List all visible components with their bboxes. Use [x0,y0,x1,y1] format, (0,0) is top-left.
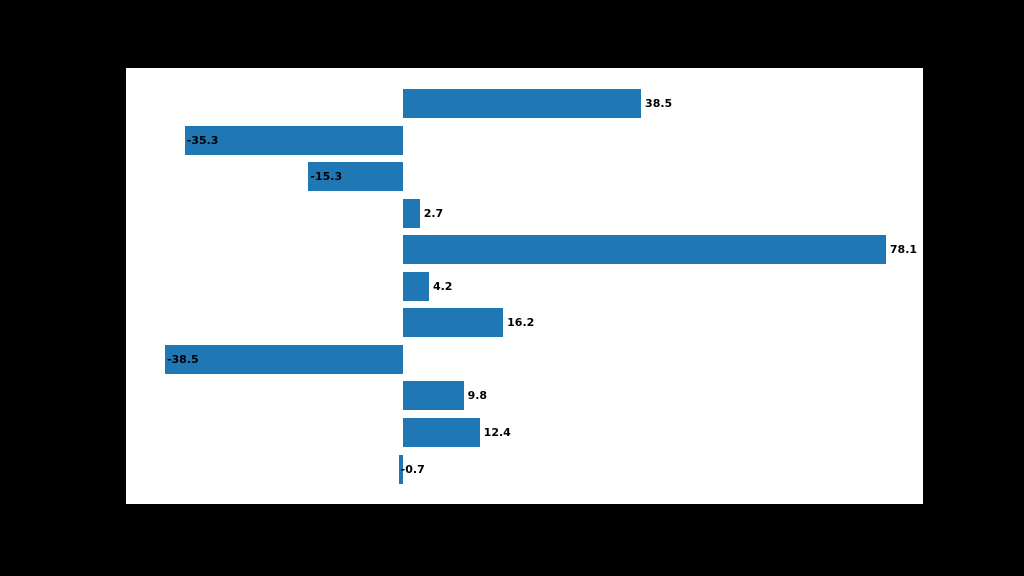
bar [398,454,403,484]
bar [403,198,420,228]
bar-value-label: 4.2 [432,279,453,293]
bar [403,235,886,265]
bar [403,89,642,118]
bar [403,308,504,338]
bar [403,417,480,447]
plot-area: 38.5 -35.3 -15.3 2.7 78.1 4.2 16.2 -38.5 9.8 12.4… [126,68,923,504]
bar-value-label: 9.8 [467,389,488,403]
bar-value-label: -35.3 [186,133,219,147]
bar-value-label: 12.4 [483,425,511,439]
bar-value-label: -0.7 [400,462,425,476]
bar-value-label: -15.3 [310,170,343,184]
bar-value-label: -38.5 [166,352,199,366]
bar [308,162,403,192]
bar [164,344,403,374]
bar-value-label: 16.2 [507,316,535,330]
bar-value-label: 78.1 [889,243,918,257]
bar-value-label: 38.5 [645,97,673,110]
bar [403,381,464,411]
bar [403,271,429,301]
bar-value-label: 2.7 [423,206,444,220]
bar [184,125,403,155]
